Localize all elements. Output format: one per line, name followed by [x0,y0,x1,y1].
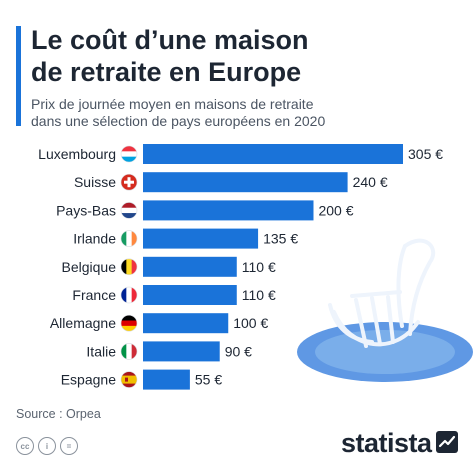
bar-allemagne [143,313,229,334]
bar-italie [143,341,220,362]
category-label: Belgique [62,259,117,275]
statista-mark-icon [436,431,458,453]
nd-icon[interactable]: = [60,437,78,455]
belgium-flag-icon [120,258,138,276]
category-label: Luxembourg [38,146,116,162]
value-label: 110 € [242,259,276,275]
rocking-chair-illustration [297,238,473,382]
value-label: 110 € [242,287,276,303]
bar-irlande [143,228,259,249]
switzerland-flag-icon [120,173,138,191]
value-label: 100 € [233,315,268,331]
bar-france [143,285,237,305]
bar-belgique [143,256,237,277]
chart-subtitle: Prix de journée moyen en maisons de retr… [31,96,461,130]
netherlands-flag-icon [120,202,138,219]
spain-flag-icon [120,371,138,388]
category-label: Irlande [73,231,116,247]
title-line-2: de retraite en Europe [31,57,302,87]
category-label: Pays-Bas [56,202,116,218]
statista-logo[interactable]: statista [341,428,432,458]
value-label: 200 € [318,202,353,218]
value-label: 305 € [408,146,443,162]
value-label: 55 € [195,372,222,388]
bar-pays-bas [143,200,314,221]
category-label: France [72,287,116,303]
source-note: Source : Orpea [16,407,101,421]
value-label: 90 € [225,343,252,359]
value-label: 135 € [263,231,298,247]
italy-flag-icon [120,343,138,360]
license-icons: cc i = [16,437,78,455]
category-label: Espagne [61,372,116,388]
title-line-1: Le coût d’une maison [31,25,309,55]
accent-bar [16,26,21,126]
chart-title: Le coût d’une maison de retraite en Euro… [31,24,451,88]
bar-espagne [143,369,190,390]
by-icon[interactable]: i [38,437,56,455]
bars-layer: Luxembourg 305 € Suisse 240 € Pays-Bas 200 € I… [38,144,443,390]
france-flag-icon [120,286,138,304]
subtitle-line-1: Prix de journée moyen en maisons de retr… [31,96,314,112]
category-label: Allemagne [50,315,116,331]
bar-suisse [143,172,348,193]
cc-icon[interactable]: cc [16,437,34,455]
ireland-flag-icon [120,230,138,247]
value-label: 240 € [353,174,388,190]
germany-flag-icon [120,314,138,332]
subtitle-line-2: dans une sélection de pays européens en … [31,113,326,129]
luxembourg-flag-icon [120,145,138,163]
bar-luxembourg [143,144,403,164]
category-label: Italie [86,343,116,359]
category-label: Suisse [74,174,116,190]
